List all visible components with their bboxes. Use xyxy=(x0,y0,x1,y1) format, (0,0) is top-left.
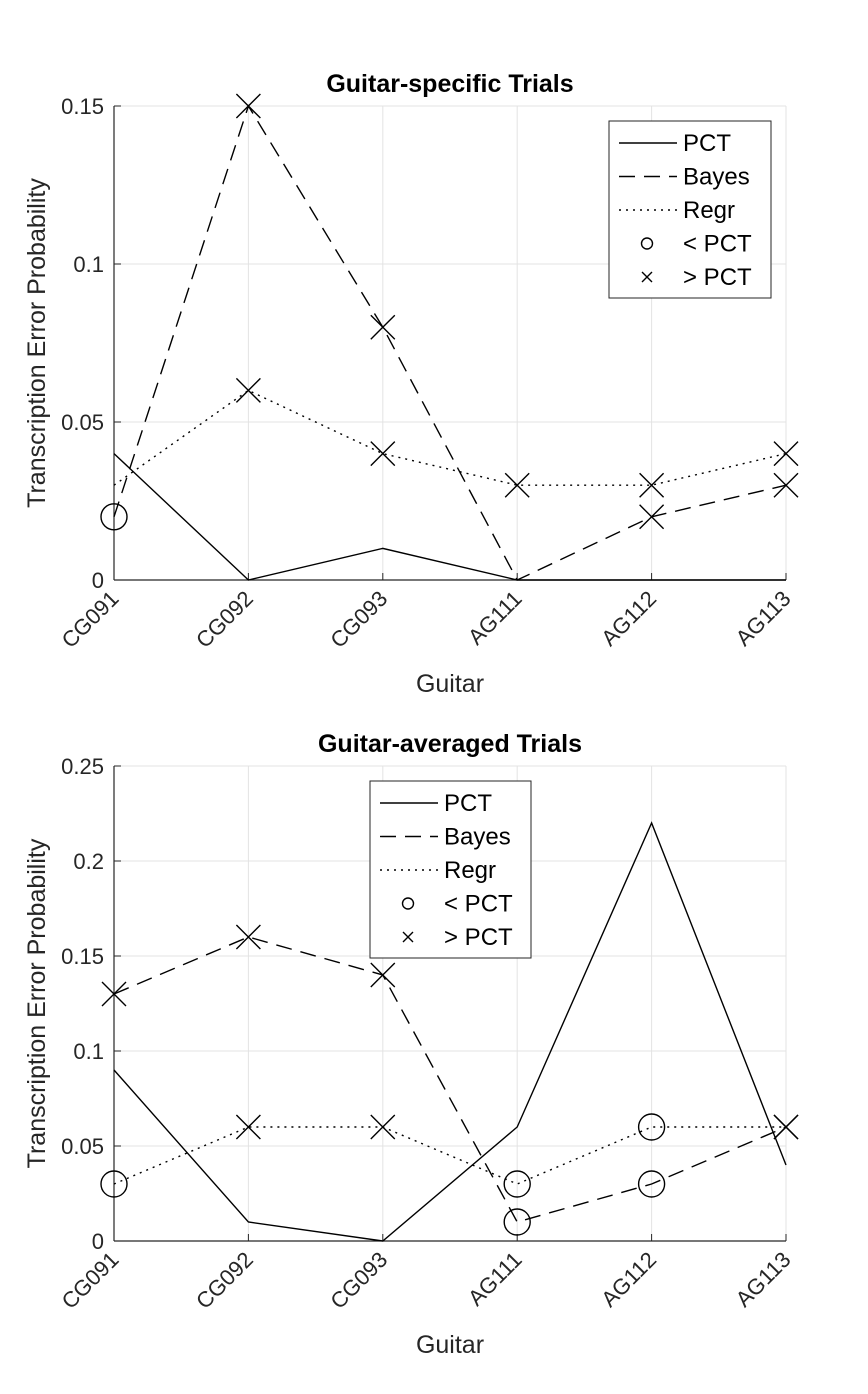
x-tick-label: AG112 xyxy=(596,586,661,651)
y-tick-label: 0.15 xyxy=(61,94,104,119)
x-tick-label: CG092 xyxy=(191,1247,258,1314)
marker-below-pct xyxy=(100,503,128,531)
marker-above-pct xyxy=(370,962,396,988)
legend-label: Bayes xyxy=(683,164,750,191)
marker-below-pct xyxy=(637,1170,666,1198)
legend-box xyxy=(369,780,532,959)
marker-above-pct xyxy=(370,1114,396,1140)
chart-1: 0 0.05 0.1 0.15 CG091 CG092 CG093 AG111 AG112 AG1… xyxy=(23,70,799,698)
marker-below-pct xyxy=(503,1208,531,1236)
legend-label: Regr xyxy=(683,197,735,224)
y-tick-label: 0.05 xyxy=(61,1134,104,1159)
legend-label: PCT xyxy=(683,130,731,157)
legend: PCT Bayes Regr < PCT > PCT xyxy=(608,120,772,299)
marker-above-pct xyxy=(235,1114,261,1140)
legend: PCT Bayes Regr < PCT > PCT xyxy=(369,780,532,959)
legend-x-marker xyxy=(641,271,653,283)
legend-label: < PCT xyxy=(683,231,752,258)
series-bayes-line xyxy=(113,936,787,1223)
x-tick-label: CG091 xyxy=(57,1247,124,1314)
marker-above-pct xyxy=(235,924,261,950)
legend-label: < PCT xyxy=(444,891,513,918)
marker-below-pct xyxy=(637,1113,666,1141)
marker-above-pct xyxy=(101,981,127,1007)
legend-label: Regr xyxy=(444,857,496,884)
x-tick-label: AG111 xyxy=(463,586,527,650)
series-bayes-line xyxy=(113,104,787,581)
y-tick-label: 0.1 xyxy=(73,1039,104,1064)
marker-above-pct xyxy=(370,314,396,340)
y-tick-label: 0.2 xyxy=(73,849,104,874)
series-pct-line xyxy=(113,453,786,581)
marker-above-pct xyxy=(639,472,665,498)
legend-circle-marker xyxy=(401,897,415,910)
marker-above-pct xyxy=(773,1114,799,1140)
marker-above-pct xyxy=(235,93,261,119)
legend-label: Bayes xyxy=(444,824,511,851)
x-tick-label: CG093 xyxy=(325,1247,392,1314)
legend-x-marker xyxy=(402,931,414,943)
legend-label: > PCT xyxy=(683,264,752,291)
y-tick-label: 0 xyxy=(92,1229,104,1254)
y-tick-label: 0.15 xyxy=(61,944,104,969)
x-axis-label: Guitar xyxy=(416,670,484,698)
marker-above-pct xyxy=(504,472,530,498)
y-tick-label: 0 xyxy=(92,568,104,593)
marker-above-pct xyxy=(773,441,799,467)
y-tick-label: 0.25 xyxy=(61,754,104,779)
marker-above-pct xyxy=(773,472,799,498)
legend-label: > PCT xyxy=(444,924,513,951)
chart-title: Guitar-averaged Trials xyxy=(318,730,582,758)
chart-2: 0 0.05 0.1 0.15 0.2 0.25 CG091 CG092 CG093 AG111 A… xyxy=(23,730,799,1359)
marker-above-pct xyxy=(639,504,665,530)
legend-box xyxy=(608,120,772,299)
legend-label: PCT xyxy=(444,790,492,817)
marker-above-pct xyxy=(235,377,261,403)
y-axis-label: Transcription Error Probability xyxy=(23,178,51,508)
y-tick-label: 0.1 xyxy=(73,252,104,277)
x-tick-label: AG112 xyxy=(596,1247,661,1312)
x-tick-label: CG091 xyxy=(57,586,124,653)
marker-below-pct xyxy=(100,1170,128,1198)
legend-circle-marker xyxy=(640,237,654,250)
chart-title: Guitar-specific Trials xyxy=(326,70,573,98)
y-tick-label: 0.05 xyxy=(61,410,104,435)
x-tick-label: CG093 xyxy=(325,586,392,653)
series-pct-line xyxy=(113,821,787,1242)
marker-above-pct xyxy=(370,441,396,467)
marker-below-pct xyxy=(503,1170,531,1198)
x-tick-label: AG111 xyxy=(463,1247,527,1311)
x-tick-label: CG092 xyxy=(191,586,258,653)
x-tick-label: AG113 xyxy=(731,1247,796,1312)
y-axis-label: Transcription Error Probability xyxy=(23,838,51,1168)
x-axis-label: Guitar xyxy=(416,1331,484,1359)
x-tick-label: AG113 xyxy=(731,586,796,651)
